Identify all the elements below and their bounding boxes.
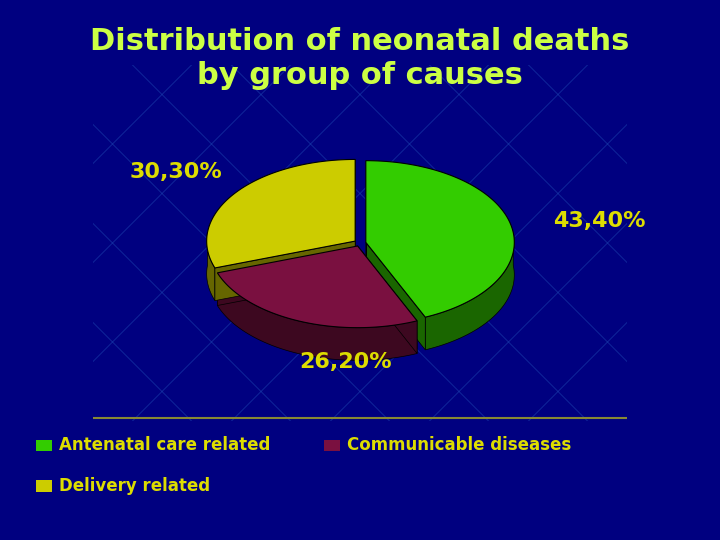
Text: 26,20%: 26,20%: [299, 352, 392, 372]
PathPatch shape: [217, 273, 417, 360]
Text: Antenatal care related: Antenatal care related: [59, 436, 271, 455]
PathPatch shape: [217, 246, 358, 306]
Text: Delivery related: Delivery related: [59, 477, 210, 495]
Text: Distribution of neonatal deaths
by group of causes: Distribution of neonatal deaths by group…: [90, 27, 630, 90]
PathPatch shape: [207, 233, 215, 301]
PathPatch shape: [217, 246, 417, 328]
PathPatch shape: [426, 233, 514, 350]
PathPatch shape: [207, 159, 355, 268]
PathPatch shape: [366, 242, 426, 350]
Text: 43,40%: 43,40%: [553, 211, 646, 231]
PathPatch shape: [366, 161, 514, 317]
Text: Communicable diseases: Communicable diseases: [347, 436, 571, 455]
Text: 30,30%: 30,30%: [130, 161, 222, 182]
PathPatch shape: [358, 246, 417, 354]
PathPatch shape: [215, 241, 355, 301]
